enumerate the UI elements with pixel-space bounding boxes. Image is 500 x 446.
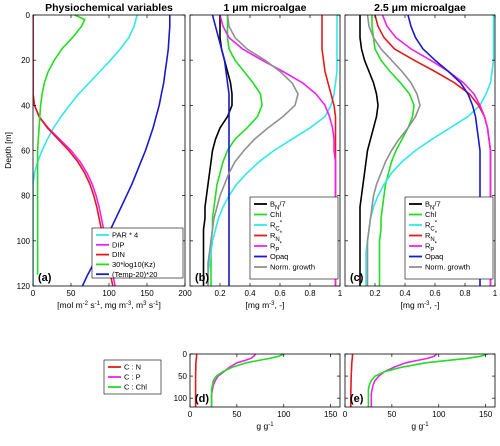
series-line-a-30-log10-kz- xyxy=(36,15,86,275)
legend-label: Opaq xyxy=(425,252,443,261)
y-tick-label: 0 xyxy=(183,350,188,359)
series-line-e-c-p xyxy=(370,354,438,407)
series-line-e-c-chl xyxy=(367,354,488,407)
x-tick-label: 0 xyxy=(343,410,348,419)
x-axis-label-e: g g-1 xyxy=(411,421,429,431)
legend-label: RP* xyxy=(425,242,437,254)
legend-label: Chl xyxy=(270,210,282,219)
x-tick-label: 0 xyxy=(188,410,193,419)
series-line-b-opaq xyxy=(211,15,230,286)
x-tick-label: 0 xyxy=(31,289,36,298)
y-tick-label: 50 xyxy=(178,372,187,381)
legend-label: PAR * 4 xyxy=(112,231,138,240)
plot-frame-e xyxy=(344,353,496,408)
legend-label: Norm. growth xyxy=(270,263,315,272)
legend-label: DIN xyxy=(112,250,125,259)
chart-title-b: 1 μm microalgae xyxy=(224,2,307,14)
legend-label: C : Chl xyxy=(124,383,147,392)
x-tick-label: 50 xyxy=(67,289,76,298)
series-line-d-c-n xyxy=(194,354,198,407)
legend-label: RN* xyxy=(425,231,438,243)
legend-label: Opaq xyxy=(270,252,288,261)
x-tick-label: 1 xyxy=(493,289,498,298)
legend-label: RN* xyxy=(270,231,283,243)
plot-frame-d xyxy=(189,353,341,408)
x-axis-label-c: [mg m-3, -] xyxy=(401,300,440,310)
legend-b-box xyxy=(249,196,339,280)
panel-label-d: (d) xyxy=(195,393,209,405)
series-line-d-c-chl xyxy=(210,354,285,407)
series-line-e-c-n xyxy=(349,354,354,407)
x-tick-label: 1 xyxy=(338,289,343,298)
y-tick-label: 80 xyxy=(21,192,30,201)
x-tick-label: 0.8 xyxy=(459,289,471,298)
legend-a-box xyxy=(91,227,184,279)
y-tick-label: 60 xyxy=(21,147,30,156)
legend-label: 30*log10(Kz) xyxy=(112,260,156,269)
legend-label: (Temp-20)*20 xyxy=(112,270,157,279)
x-tick-label: 50 xyxy=(232,410,241,419)
y-tick-label: 100 xyxy=(17,237,31,246)
panel-label-a: (a) xyxy=(38,272,52,284)
series-line-c-norm-growth xyxy=(366,15,421,286)
y-tick-label: 120 xyxy=(17,282,31,291)
y-axis-label: Depth [m] xyxy=(3,132,13,169)
x-axis-label-d: g g-1 xyxy=(256,421,274,431)
panel-label-b: (b) xyxy=(195,272,209,284)
series-line-c-bn-7 xyxy=(359,15,379,286)
y-tick-label: 0 xyxy=(26,11,31,20)
x-axis-label-b: [mg m-3, -] xyxy=(246,300,285,310)
legend-label: RP* xyxy=(270,242,282,254)
legend-c-box xyxy=(404,196,494,280)
chart-title-c: 2.5 μm microalgae xyxy=(374,2,466,14)
panel-label-c: (c) xyxy=(350,272,364,284)
y-tick-label: 20 xyxy=(21,56,30,65)
legend-label: RC* xyxy=(425,221,438,233)
x-tick-label: 0.2 xyxy=(214,289,226,298)
legend-label: Chl xyxy=(425,210,437,219)
x-tick-label: 0.4 xyxy=(244,289,256,298)
chart-panel-e: 0 50 100 150 g g-1 (e) xyxy=(343,353,496,431)
x-tick-label: 100 xyxy=(277,410,291,419)
legend-label: DIP xyxy=(112,240,125,249)
series-line-b-norm-growth xyxy=(207,15,299,286)
legend-label: RC* xyxy=(270,221,283,233)
legend-label: BN/7 xyxy=(270,200,286,212)
x-tick-label: 150 xyxy=(479,410,493,419)
panel-label-e: (e) xyxy=(350,393,364,405)
x-axis-label-a: [mol m-2 s-1, mg m-3, m3 s-1] xyxy=(57,300,161,310)
chart-title-a: Physiochemical variables xyxy=(45,2,173,14)
x-tick-label: 0.2 xyxy=(369,289,381,298)
y-tick-label: 40 xyxy=(21,101,30,110)
legend-ratio: C : NC : PC : Chl xyxy=(103,359,162,395)
x-tick-label: 0.4 xyxy=(399,289,411,298)
x-tick-label: 100 xyxy=(432,410,446,419)
y-tick-label: 100 xyxy=(174,394,188,403)
x-tick-label: 150 xyxy=(140,289,154,298)
legend-label: BN/7 xyxy=(425,200,441,212)
x-tick-label: 200 xyxy=(178,289,192,298)
legend-label: C : P xyxy=(124,373,141,382)
series-line-a-par-4 xyxy=(33,15,138,286)
x-tick-label: 0.6 xyxy=(429,289,441,298)
x-tick-label: 100 xyxy=(102,289,116,298)
legend-label: Norm. growth xyxy=(425,263,470,272)
series-line-c-chl xyxy=(371,15,415,286)
x-tick-label: 150 xyxy=(324,410,338,419)
x-tick-label: 50 xyxy=(387,410,396,419)
x-tick-label: 0.8 xyxy=(304,289,316,298)
x-tick-label: 0.6 xyxy=(274,289,286,298)
legend-label: C : N xyxy=(124,363,141,372)
